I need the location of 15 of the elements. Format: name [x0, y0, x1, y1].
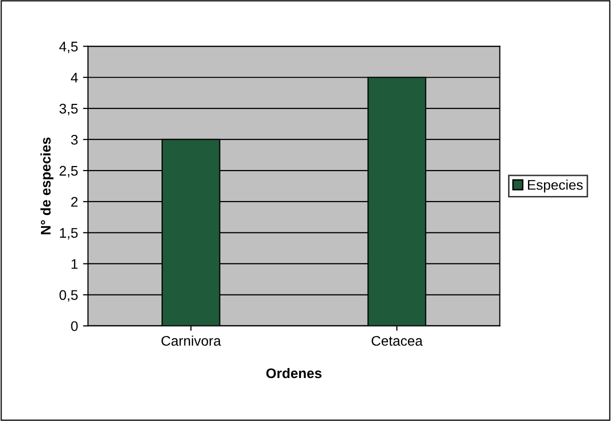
y-tick-label: 2	[71, 196, 78, 207]
x-tick-label: Cetacea	[372, 336, 423, 346]
y-tick-label: 2,5	[60, 166, 78, 178]
x-tick-label: Carnivora	[162, 336, 222, 346]
y-tick-label: 3	[71, 134, 78, 145]
y-tick-label: 1	[72, 259, 78, 269]
y-tick-label: 0	[71, 321, 78, 332]
y-tick-label: 3,5	[59, 104, 78, 116]
x-axis-title: Ordenes	[266, 368, 322, 378]
y-tick-label: 4,5	[59, 42, 78, 54]
legend-label: Especies	[528, 180, 583, 193]
y-tick-label: 1,5	[60, 228, 78, 240]
y-tick-label: 0,5	[60, 290, 78, 302]
y-axis-title: N° de especies	[40, 138, 54, 234]
y-tick-label: 4	[70, 72, 78, 82]
